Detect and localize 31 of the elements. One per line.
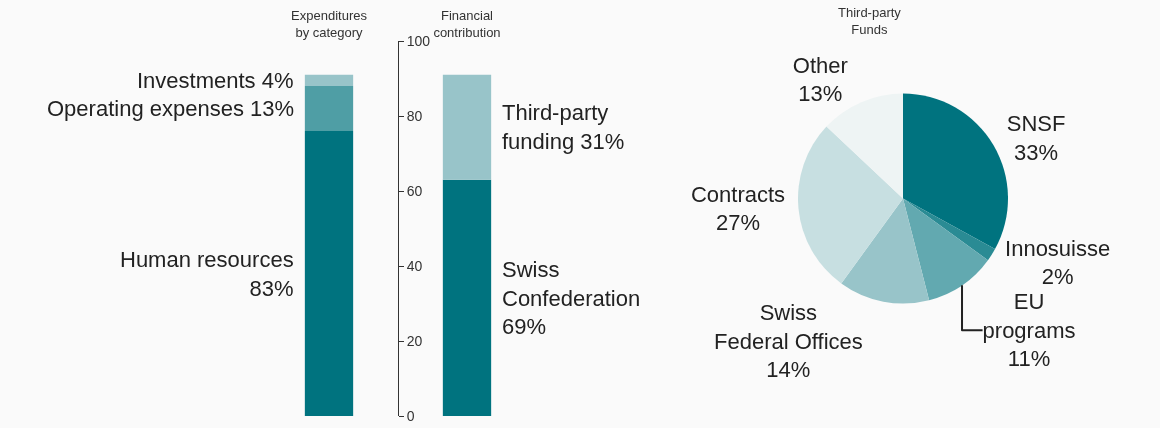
series-label: Third-party funding 31% — [502, 100, 625, 154]
slice-label: SNSF — [1006, 111, 1066, 137]
pie-slice — [903, 198, 988, 301]
x-tick-label: Financial contribution — [433, 8, 501, 41]
y-tick-label: 100 — [406, 32, 431, 49]
data-label: 14% — [766, 357, 811, 383]
series-label: Investments 4% — [137, 68, 294, 93]
series-label: Human resources 83% — [120, 247, 294, 301]
slice-label: Other — [792, 52, 848, 78]
y-tick-label: 60 — [406, 182, 423, 199]
series-label: Operating expenses 13% — [47, 96, 295, 121]
y-tick-label: 20 — [406, 332, 423, 349]
data-label: 27% — [715, 210, 761, 236]
y-tick-label: 0 — [406, 407, 415, 424]
data-label: 11% — [1007, 346, 1051, 372]
slice-label: Swiss Federal Offices — [713, 300, 863, 354]
data-label: 33% — [1014, 139, 1059, 165]
data-label: 2% — [1041, 264, 1074, 290]
y-tick-label: 40 — [406, 257, 423, 274]
slice-label: Innosuisse — [1005, 235, 1111, 261]
slice-label: Contracts — [690, 181, 786, 207]
pie-slice — [903, 93, 1008, 250]
pie-slice — [841, 198, 930, 304]
x-tick-label: Expenditures by category — [291, 8, 368, 41]
data-label: 13% — [798, 81, 843, 107]
chart-title: Third-party Funds — [838, 5, 902, 37]
slice-label: EU programs — [982, 289, 1076, 343]
pie-slice — [903, 198, 996, 261]
series-label: Swiss Confederation 69% — [502, 257, 641, 340]
pie-slice — [798, 126, 903, 284]
y-tick-label: 80 — [406, 107, 423, 124]
